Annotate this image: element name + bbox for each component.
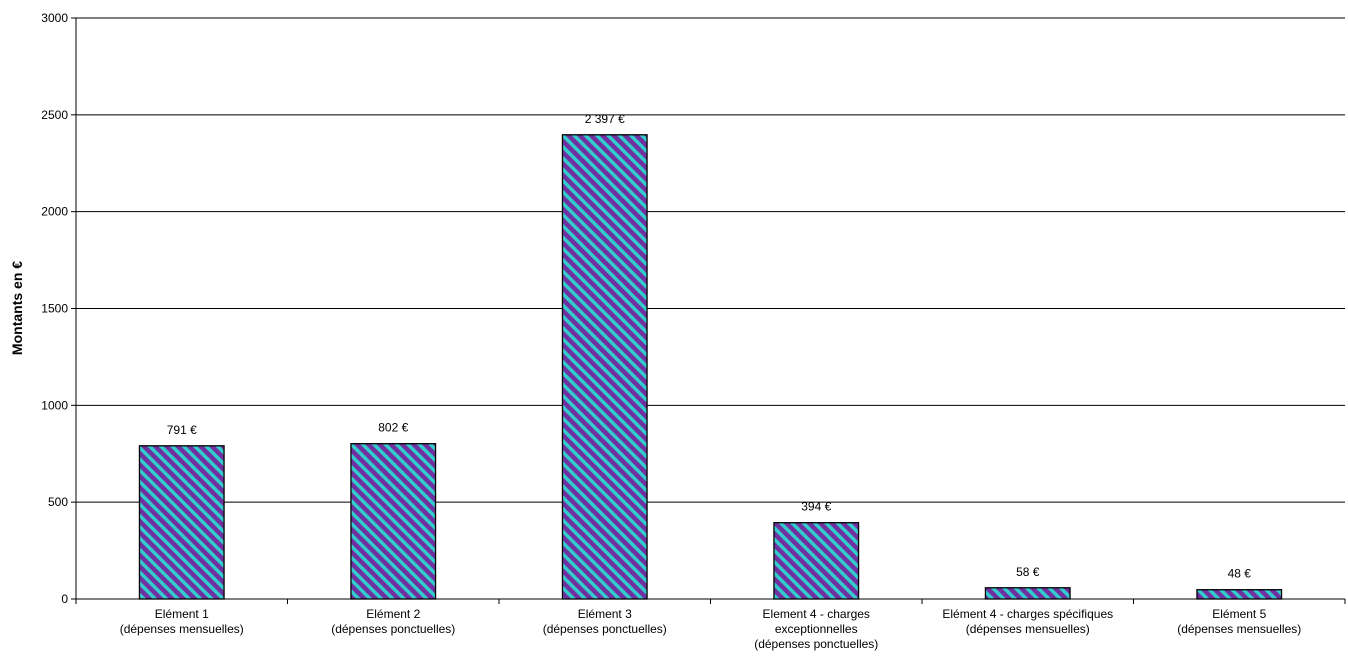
bar	[561, 134, 648, 600]
category-labels: Elément 1 (dépenses mensuelles) Elément 2(…	[120, 607, 1302, 651]
gridlines	[76, 17, 1345, 503]
category-label: Elément 4 - charges spécifiques (dépenses…	[942, 607, 1113, 636]
data-label: 802 €	[378, 421, 408, 435]
bar	[773, 522, 860, 600]
y-tick-label: 500	[48, 495, 68, 509]
data-label: 791 €	[167, 423, 197, 437]
bar	[350, 443, 437, 600]
y-axis-label: Montants en €	[9, 261, 25, 355]
y-tick-label: 1500	[41, 302, 68, 316]
bar	[984, 587, 1071, 600]
category-label: Element 4 - charges exceptionnelles (dépen…	[754, 607, 878, 651]
y-tick-label: 3000	[41, 11, 68, 25]
y-tick-label: 0	[61, 592, 68, 606]
category-label: Elément 5 (dépenses mensuelles)	[1177, 607, 1301, 636]
data-labels: 791 € 802 € 2 397 € 394 € 58 € 48 €	[167, 112, 1252, 581]
data-label: 58 €	[1016, 565, 1040, 579]
y-tick-label: 1000	[41, 398, 68, 412]
category-label: Elément 1 (dépenses mensuelles)	[120, 607, 244, 636]
y-tick-labels: 0 500 1000 1500 2000 2500 3000	[41, 11, 68, 606]
data-label: 394 €	[801, 500, 831, 514]
axes	[71, 17, 1346, 604]
y-tick-label: 2000	[41, 205, 68, 219]
data-label: 48 €	[1228, 567, 1252, 581]
category-label: Elément 3 (dépenses ponctuelles)	[543, 607, 667, 636]
bars	[138, 134, 1283, 600]
bar	[138, 445, 225, 600]
category-label: Elément 2 (dépenses ponctuelles)	[331, 607, 455, 636]
data-label: 2 397 €	[585, 112, 625, 126]
y-tick-label: 2500	[41, 108, 68, 122]
bar	[1196, 589, 1283, 600]
